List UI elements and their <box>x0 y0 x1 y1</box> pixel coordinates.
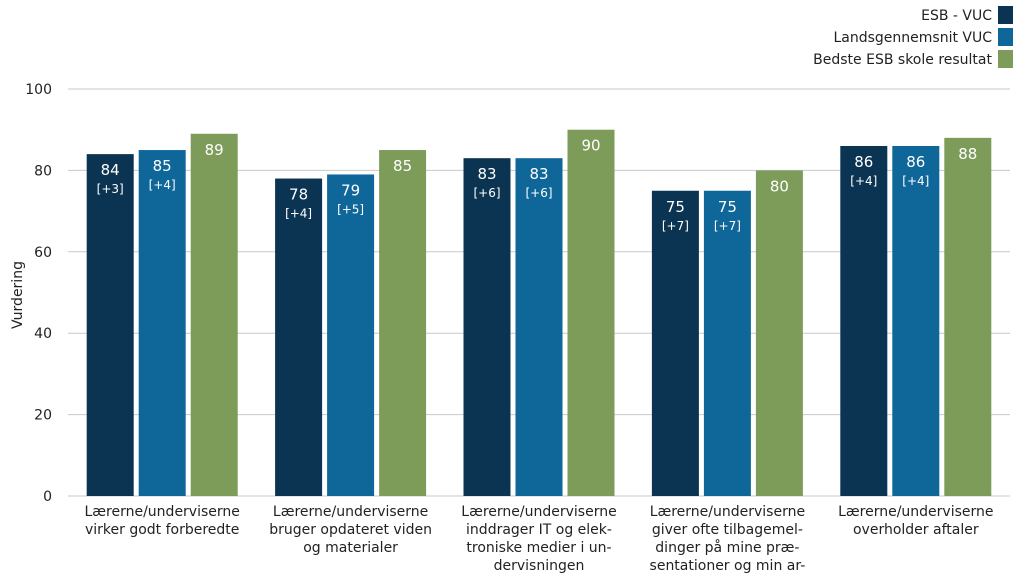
category-label: Lærerne/underviserne virker godt forbered… <box>84 504 239 538</box>
y-tick-label: 100 <box>25 82 52 98</box>
bar-value-label: 75 <box>718 198 737 216</box>
bar <box>703 190 751 496</box>
legend-swatch <box>998 6 1013 24</box>
y-axis-ticks: 0 20 40 60 80 100 <box>25 82 52 505</box>
bar-delta-label: [+4] <box>850 174 877 188</box>
bar <box>275 178 323 497</box>
bar <box>892 145 940 497</box>
bar-value-label: 75 <box>666 198 685 216</box>
bars: 84 [+3] 85 [+4] 89 78 [+4] 79 [+5] 85 83 [+6] 83 [+6]… <box>86 129 992 497</box>
y-tick-label: 80 <box>34 163 52 179</box>
bar-value-label: 80 <box>770 177 789 195</box>
bar <box>86 154 134 496</box>
bar-value-label: 86 <box>854 153 873 171</box>
category-label: Lærerne/underviserne inddrager IT og elek… <box>461 504 616 574</box>
bar <box>515 158 563 496</box>
bar-delta-label: [+7] <box>714 219 741 233</box>
y-tick-label: 20 <box>34 408 52 424</box>
bar-value-label: 88 <box>958 145 977 163</box>
y-tick-label: 0 <box>43 489 52 505</box>
bar <box>651 190 699 496</box>
bar-value-label: 89 <box>205 141 224 159</box>
bar <box>944 137 992 496</box>
bar-delta-label: [+4] <box>902 174 929 188</box>
legend-label: Landsgennemsnit VUC <box>833 30 992 46</box>
legend-swatch <box>998 50 1013 68</box>
bar-value-label: 83 <box>529 165 548 183</box>
legend: ESB - VUC Landsgennemsnit VUC Bedste ESB s… <box>813 6 1013 68</box>
bar-value-label: 84 <box>101 161 120 179</box>
bar <box>755 170 803 496</box>
bar <box>840 145 888 497</box>
bar <box>327 174 375 496</box>
bar-delta-label: [+4] <box>285 207 312 221</box>
bar <box>190 133 238 496</box>
bar-value-label: 86 <box>906 153 925 171</box>
y-tick-label: 60 <box>34 245 52 261</box>
bar-value-label: 90 <box>581 137 600 155</box>
bar-delta-label: [+5] <box>337 202 364 216</box>
bar-delta-label: [+4] <box>149 178 176 192</box>
category-label: Lærerne/underviserne overholder aftaler <box>838 504 993 538</box>
category-label: Lærerne/underviserne bruger opdateret vid… <box>269 504 432 556</box>
category-labels: Lærerne/underviserne virker godt forbered… <box>84 504 993 574</box>
bar-value-label: 85 <box>153 157 172 175</box>
bar-delta-label: [+7] <box>662 219 689 233</box>
bar <box>379 150 427 497</box>
bar-value-label: 85 <box>393 157 412 175</box>
legend-swatch <box>998 28 1013 46</box>
bar-delta-label: [+6] <box>525 186 552 200</box>
bar-delta-label: [+6] <box>473 186 500 200</box>
bar-value-label: 83 <box>477 165 496 183</box>
legend-label: Bedste ESB skole resultat <box>813 52 992 68</box>
bar <box>463 158 511 496</box>
y-tick-label: 40 <box>34 326 52 342</box>
bar-value-label: 78 <box>289 186 308 204</box>
bar-delta-label: [+3] <box>97 182 124 196</box>
y-axis-title: Vurdering <box>10 261 26 329</box>
bar <box>567 129 615 496</box>
bar-value-label: 79 <box>341 181 360 199</box>
legend-label: ESB - VUC <box>921 8 992 24</box>
bar <box>138 150 186 497</box>
category-label: Lærerne/underviserne giver ofte tilbageme… <box>650 504 806 574</box>
